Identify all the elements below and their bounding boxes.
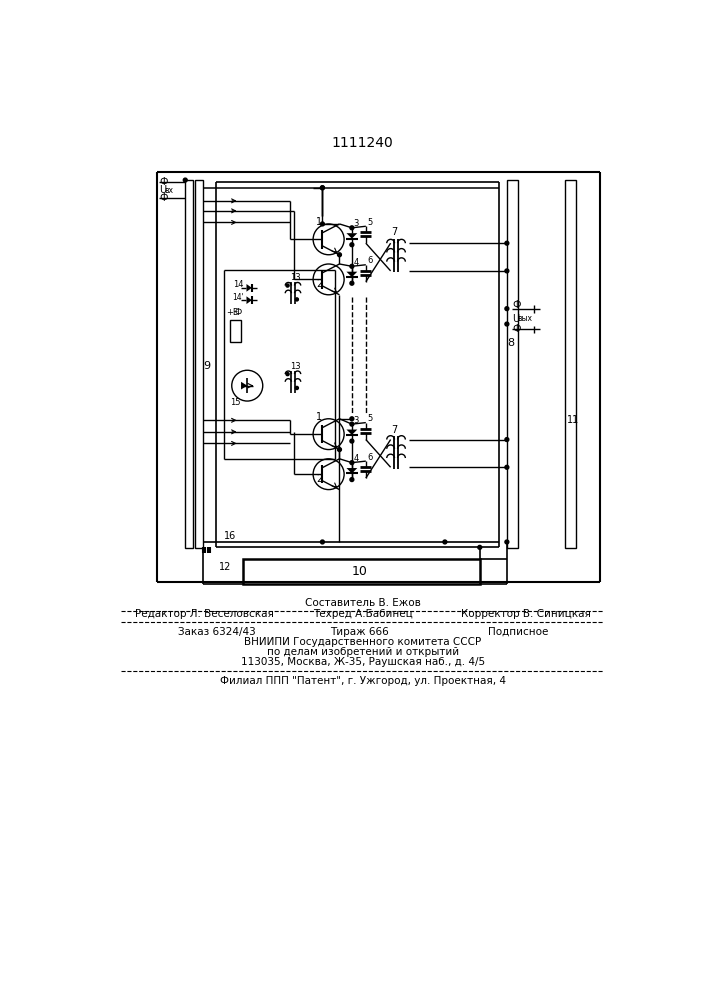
Circle shape [350, 226, 354, 230]
Circle shape [505, 438, 509, 441]
Circle shape [505, 241, 509, 245]
Circle shape [350, 461, 354, 465]
Text: Филиал ППП "Патент", г. Ужгород, ул. Проектная, 4: Филиал ППП "Патент", г. Ужгород, ул. Про… [220, 676, 506, 686]
Circle shape [505, 307, 509, 311]
Circle shape [350, 439, 354, 443]
Circle shape [183, 178, 187, 182]
Text: Ф: Ф [513, 300, 521, 310]
Text: 14: 14 [233, 280, 244, 289]
Bar [565, 180, 575, 548]
Text: ВНИИПИ Государственного комитета СССР: ВНИИПИ Государственного комитета СССР [244, 637, 481, 647]
Circle shape [296, 386, 298, 389]
Text: Ф: Ф [234, 308, 241, 317]
Circle shape [350, 478, 354, 482]
Circle shape [350, 281, 354, 285]
Text: 4: 4 [354, 258, 358, 267]
Text: 6: 6 [368, 256, 373, 265]
Text: вых: вых [518, 314, 533, 323]
Text: Ф: Ф [159, 177, 168, 187]
Text: 14': 14' [233, 293, 245, 302]
Polygon shape [346, 430, 357, 435]
Text: 6: 6 [368, 453, 373, 462]
Polygon shape [346, 468, 357, 473]
Text: Заказ 6324/43: Заказ 6324/43 [177, 627, 255, 637]
Text: 1: 1 [316, 412, 322, 422]
Circle shape [337, 448, 341, 451]
Circle shape [286, 284, 289, 287]
Text: 13: 13 [290, 273, 300, 282]
Circle shape [296, 298, 298, 301]
Text: 2: 2 [316, 474, 322, 484]
Text: Ф: Ф [513, 324, 521, 334]
Text: U: U [159, 185, 166, 195]
Text: U: U [513, 314, 520, 324]
Text: 113035, Москва, Ж-35, Раушская наб., д. 4/5: 113035, Москва, Ж-35, Раушская наб., д. … [240, 657, 485, 667]
Bar [195, 180, 203, 548]
Text: 5: 5 [368, 218, 373, 227]
Circle shape [320, 186, 325, 190]
Circle shape [505, 465, 509, 469]
Bar [507, 180, 518, 548]
Circle shape [443, 540, 447, 544]
Circle shape [505, 269, 509, 273]
Text: +E: +E [226, 308, 238, 317]
Bar [230, 320, 241, 342]
Text: 1111240: 1111240 [332, 136, 394, 150]
Text: вх: вх [164, 186, 173, 195]
Text: по делам изобретений и открытий: по делам изобретений и открытий [267, 647, 459, 657]
Circle shape [286, 373, 289, 376]
Circle shape [505, 540, 509, 544]
Text: 7: 7 [392, 227, 397, 237]
Circle shape [337, 253, 341, 257]
Circle shape [350, 422, 354, 426]
Circle shape [478, 545, 481, 549]
Text: Редактор Л. Веселовская: Редактор Л. Веселовская [135, 609, 274, 619]
Text: 3: 3 [354, 219, 358, 228]
Circle shape [505, 322, 509, 326]
Circle shape [320, 540, 325, 544]
Text: 16: 16 [224, 531, 236, 541]
Circle shape [350, 264, 354, 268]
Text: 7: 7 [392, 425, 397, 435]
Polygon shape [247, 284, 252, 292]
Text: 1: 1 [316, 217, 322, 227]
Text: 10: 10 [351, 565, 368, 578]
Circle shape [320, 186, 325, 190]
Polygon shape [247, 296, 252, 304]
Text: 8: 8 [508, 338, 515, 348]
Polygon shape [346, 233, 357, 239]
Bar [185, 180, 193, 548]
Text: Тираж 666: Тираж 666 [330, 627, 389, 637]
Text: 13: 13 [290, 362, 300, 371]
Text: Техред А.Бабинец: Техред А.Бабинец [313, 609, 413, 619]
Bar [243, 559, 480, 584]
Text: 4: 4 [354, 454, 358, 463]
Text: 12: 12 [218, 562, 231, 572]
Circle shape [350, 243, 354, 247]
Circle shape [320, 222, 325, 226]
Text: Ф: Ф [159, 193, 168, 203]
Text: 9: 9 [204, 361, 211, 371]
Polygon shape [241, 382, 247, 389]
Text: 2: 2 [316, 279, 322, 289]
Text: Подписное: Подписное [489, 627, 549, 637]
Text: 15: 15 [230, 398, 240, 407]
Text: 5: 5 [368, 414, 373, 423]
Text: Корректор В. Синицкая: Корректор В. Синицкая [461, 609, 591, 619]
Text: Составитель В. Ежов: Составитель В. Ежов [305, 598, 421, 608]
Text: 11: 11 [566, 415, 579, 425]
Text: 3: 3 [354, 416, 358, 425]
Polygon shape [346, 272, 357, 277]
Circle shape [350, 417, 354, 421]
